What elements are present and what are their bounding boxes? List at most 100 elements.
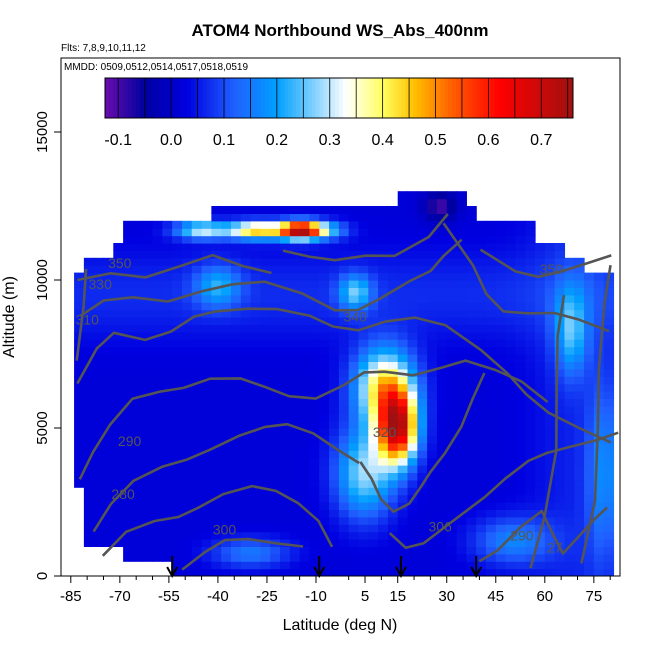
heatmap-cell: [466, 280, 477, 288]
heatmap-cell: [584, 457, 595, 466]
heatmap-cell: [407, 539, 418, 547]
heatmap-cell: [152, 346, 163, 355]
heatmap-cell: [574, 346, 585, 355]
heatmap-cell: [172, 228, 183, 237]
heatmap-cell: [299, 568, 311, 576]
heatmap-cell: [358, 398, 369, 407]
heatmap-cell: [544, 361, 556, 370]
heatmap-cell: [515, 509, 526, 518]
heatmap-cell: [240, 228, 252, 237]
heatmap-cell: [378, 376, 389, 385]
colorbar-tick-label: 0.3: [319, 132, 341, 149]
heatmap-cell: [505, 280, 516, 288]
heatmap-cell: [466, 317, 477, 325]
heatmap-cell: [181, 265, 193, 274]
heatmap-cell: [368, 487, 379, 496]
heatmap-cell: [387, 494, 399, 503]
heatmap-cell: [260, 257, 271, 266]
heatmap-cell: [574, 516, 585, 525]
heatmap-cell: [397, 376, 409, 385]
heatmap-cell: [201, 331, 212, 340]
heatmap-cell: [505, 502, 516, 510]
heatmap-cell: [240, 243, 252, 251]
contour-label: 310: [76, 311, 100, 327]
y-tick-label: 10000: [34, 259, 51, 301]
heatmap-cell: [515, 413, 526, 422]
heatmap-cell: [348, 465, 360, 473]
heatmap-cell: [201, 516, 212, 525]
heatmap-cell: [250, 561, 262, 570]
heatmap-cell: [172, 561, 183, 570]
colorbar-segment: [537, 78, 543, 118]
heatmap-cell: [397, 391, 409, 399]
heatmap-cell: [132, 442, 144, 451]
heatmap-cell: [172, 435, 183, 444]
heatmap-cell: [230, 398, 242, 407]
heatmap-cell: [181, 250, 193, 259]
heatmap-cell: [495, 524, 507, 533]
heatmap-cell: [74, 391, 85, 399]
colorbar-segment: [553, 78, 558, 118]
heatmap-cell: [368, 220, 379, 229]
plot-frame: [60, 57, 621, 577]
heatmap-cell: [485, 428, 497, 436]
heatmap-cell: [260, 531, 271, 540]
heatmap-cell: [181, 524, 193, 533]
heatmap-cell: [123, 361, 134, 370]
heatmap-cell: [456, 524, 467, 533]
heatmap-cell: [495, 272, 507, 281]
heatmap-cell: [221, 465, 232, 473]
heatmap-cell: [338, 361, 350, 370]
colorbar-segment: [140, 78, 145, 118]
heatmap-cell: [191, 472, 203, 481]
heatmap-cell: [368, 472, 379, 481]
heatmap-cell: [603, 376, 615, 385]
heatmap-cell: [476, 516, 487, 525]
heatmap-cell: [476, 250, 487, 259]
heatmap-cell: [113, 509, 124, 518]
heatmap-cell: [211, 487, 222, 496]
heatmap-cell: [162, 502, 173, 510]
heatmap-cell: [289, 354, 301, 362]
heatmap-cell: [368, 250, 379, 259]
heatmap-cell: [181, 280, 193, 288]
heatmap-cell: [93, 383, 105, 392]
heatmap-cell: [427, 450, 438, 459]
heatmap-cell: [230, 272, 242, 281]
heatmap-cell: [123, 435, 134, 444]
heatmap-cell: [250, 546, 262, 555]
colorbar-segment: [167, 78, 172, 118]
colorbar-segment: [448, 78, 453, 118]
heatmap-cell: [417, 442, 428, 451]
heatmap-cell: [505, 494, 516, 503]
heatmap-cell: [221, 487, 232, 496]
heatmap-cell: [152, 405, 163, 414]
colorbar-frame: [104, 77, 574, 119]
heatmap-cell: [476, 398, 487, 407]
heatmap-cell: [289, 398, 301, 407]
heatmap-cell: [329, 213, 340, 222]
heatmap-cell: [525, 368, 536, 377]
heatmap-cell: [93, 442, 105, 451]
heatmap-cell: [554, 561, 566, 570]
heatmap-cell: [211, 479, 222, 488]
heatmap-cell: [299, 546, 311, 555]
heatmap-cell: [535, 450, 546, 459]
colorbar-segment: [159, 78, 164, 118]
heatmap-cell: [407, 442, 418, 451]
heatmap-cell: [554, 339, 566, 348]
heatmap-cell: [535, 302, 546, 311]
heatmap-cell: [230, 317, 242, 325]
heatmap-cell: [260, 331, 271, 340]
heatmap-cell: [525, 413, 536, 422]
heatmap-cell: [535, 354, 546, 362]
heatmap-cell: [280, 324, 291, 333]
heatmap-cell: [260, 472, 271, 481]
heatmap-cell: [289, 450, 301, 459]
heatmap-cell: [397, 442, 409, 451]
heatmap-cell: [505, 243, 516, 251]
heatmap-cell: [132, 361, 144, 370]
heatmap-cell: [338, 561, 350, 570]
contour-line: [78, 359, 549, 480]
heatmap-cell: [132, 257, 144, 266]
